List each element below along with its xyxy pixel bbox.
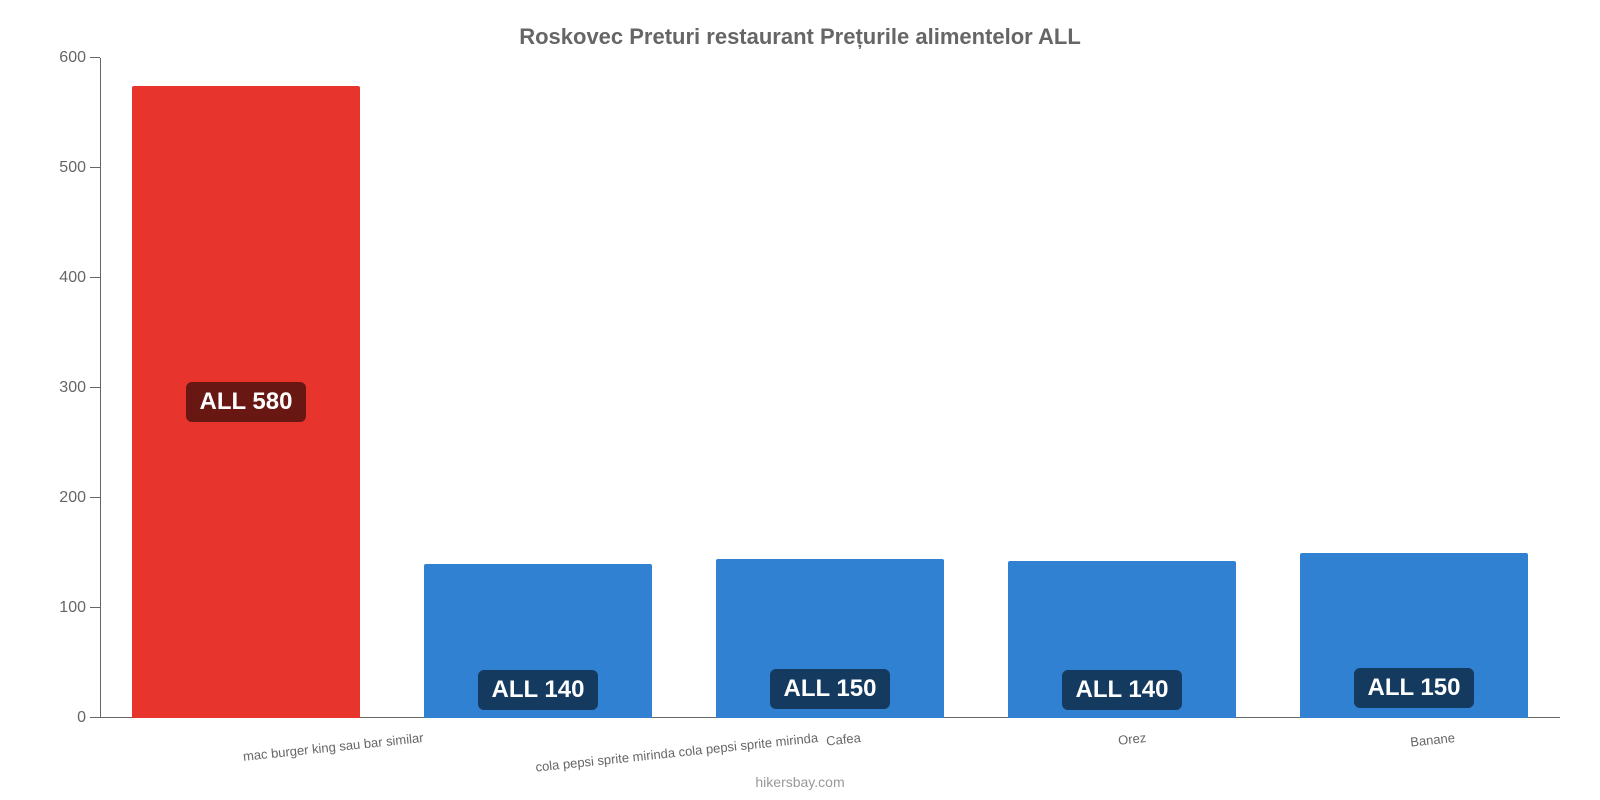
bar-value-label: ALL 150 [1354,668,1475,708]
bar: ALL 150 [716,559,944,719]
bar: ALL 580 [132,86,360,719]
x-tick-label: Cafea [825,730,861,749]
chart-area: ALL 580mac burger king sau bar similarAL… [100,58,1560,718]
bar-slot: ALL 140Orez [976,58,1268,718]
y-tick-label: 0 [77,709,100,727]
x-tick-label: Banane [1409,730,1455,750]
y-tick-label: 500 [59,159,100,177]
y-tick-label: 200 [59,489,100,507]
y-tick-label: 600 [59,49,100,67]
bar-value-label: ALL 140 [1062,670,1183,710]
x-tick-label: cola pepsi sprite mirinda cola pepsi spr… [535,730,819,775]
bar-slot: ALL 580mac burger king sau bar similar [100,58,392,718]
y-tick-label: 400 [59,269,100,287]
chart-title: Roskovec Preturi restaurant Prețurile al… [0,0,1600,50]
bar-slot: ALL 150Banane [1268,58,1560,718]
bars-container: ALL 580mac burger king sau bar similarAL… [100,58,1560,718]
x-tick-label: Orez [1117,730,1147,748]
x-tick-label: mac burger king sau bar similar [242,730,424,764]
bar-value-label: ALL 150 [770,669,891,709]
bar: ALL 140 [424,564,652,718]
y-tick-label: 300 [59,379,100,397]
footer-credit: hikersbay.com [0,774,1600,790]
bar: ALL 140 [1008,561,1236,718]
y-tick-label: 100 [59,599,100,617]
bar-slot: ALL 150Cafea [684,58,976,718]
bar-value-label: ALL 580 [186,382,307,422]
bar-value-label: ALL 140 [478,670,599,710]
bar: ALL 150 [1300,553,1528,718]
bar-slot: ALL 140cola pepsi sprite mirinda cola pe… [392,58,684,718]
